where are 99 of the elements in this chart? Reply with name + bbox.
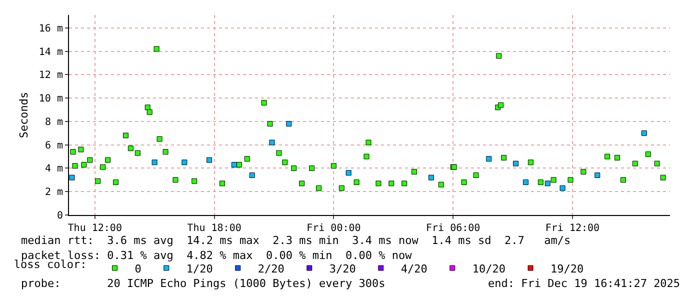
point xyxy=(105,157,111,163)
point xyxy=(538,180,544,185)
point xyxy=(309,165,315,171)
point xyxy=(412,168,418,174)
point xyxy=(316,185,322,191)
legend-label: 4/20 xyxy=(400,262,428,276)
y-tick-label: 4 m xyxy=(44,164,63,175)
point xyxy=(282,160,288,166)
point xyxy=(291,165,297,171)
point xyxy=(473,172,479,178)
x-tick-label: Thu 18:00 xyxy=(187,223,242,234)
point xyxy=(560,185,566,191)
point xyxy=(113,180,119,185)
point xyxy=(645,151,651,157)
point xyxy=(299,180,305,186)
point xyxy=(286,121,292,127)
point xyxy=(364,154,370,160)
point xyxy=(81,162,87,168)
point xyxy=(614,154,620,160)
point xyxy=(162,149,168,155)
x-tick-label: Fri 12:00 xyxy=(545,223,600,234)
point xyxy=(172,177,178,183)
x-tick-label: Fri 06:00 xyxy=(426,223,480,234)
point xyxy=(128,146,134,152)
point xyxy=(354,180,360,185)
y-tick-label: 14 m xyxy=(38,46,63,58)
point xyxy=(154,46,160,52)
point xyxy=(269,140,275,146)
legend-label: 2/20 xyxy=(258,262,284,276)
point xyxy=(182,160,188,166)
y-tick-label: 6 m xyxy=(44,140,63,152)
x-tick-label: Thu 12:00 xyxy=(68,223,122,234)
point xyxy=(156,136,162,142)
y-tick-label: 0 xyxy=(56,210,63,222)
point xyxy=(249,172,255,178)
point xyxy=(654,160,660,166)
legend-label: 19/20 xyxy=(550,262,584,276)
text: probe: 20 ICMP Echo Pings (1000 Bytes) every 300s xyxy=(21,277,386,290)
point xyxy=(522,180,528,185)
legend-label: 3/20 xyxy=(329,262,356,276)
text: median rtt: 3.6 ms avg 14.2 ms max 2.3 ms min 3.4 ms now 1.4 ms sd 2.7 am/s xyxy=(21,234,571,247)
point xyxy=(95,178,101,184)
point xyxy=(231,162,237,168)
point xyxy=(366,140,372,146)
point xyxy=(496,53,502,59)
point xyxy=(236,162,242,168)
point xyxy=(244,156,250,162)
point xyxy=(146,109,152,115)
point xyxy=(261,100,267,106)
point xyxy=(152,160,158,166)
legend-label: 1/20 xyxy=(186,262,213,276)
point xyxy=(134,150,140,156)
point xyxy=(388,180,394,186)
text: end: Fri Dec 19 16:41:27 2025 xyxy=(488,277,680,290)
point xyxy=(641,130,647,136)
y-tick-label: 2 m xyxy=(44,187,63,198)
point xyxy=(544,180,550,186)
point xyxy=(604,154,610,160)
point xyxy=(87,157,93,163)
point xyxy=(122,132,128,138)
point xyxy=(498,102,504,108)
y-tick-label: 8 m xyxy=(44,116,63,128)
point xyxy=(276,150,282,156)
point xyxy=(513,160,519,166)
y-tick-label: 16 m xyxy=(38,23,63,34)
point xyxy=(632,160,638,166)
point xyxy=(192,178,198,184)
point xyxy=(580,168,586,174)
point xyxy=(144,104,150,110)
point xyxy=(376,180,382,186)
legend-label: 10/20 xyxy=(472,262,506,276)
point xyxy=(70,149,76,155)
point xyxy=(206,157,212,163)
x-tick-label: Fri 00:00 xyxy=(306,223,361,234)
point xyxy=(219,180,225,186)
point xyxy=(338,185,344,191)
y-tick-label: 10 m xyxy=(38,94,63,105)
point xyxy=(346,170,352,176)
point xyxy=(267,121,273,127)
point xyxy=(402,180,408,186)
point xyxy=(72,163,78,169)
point xyxy=(78,146,84,152)
legend-label: 0 xyxy=(134,262,142,276)
y-tick-label: 12 m xyxy=(38,70,63,82)
point xyxy=(501,154,507,160)
point xyxy=(568,177,574,183)
y-axis-title: Seconds xyxy=(18,92,31,138)
point xyxy=(620,177,626,183)
point xyxy=(594,172,600,178)
point xyxy=(428,174,434,180)
point xyxy=(461,180,467,185)
point xyxy=(438,182,444,188)
point xyxy=(69,174,75,180)
point xyxy=(528,160,534,166)
point xyxy=(550,177,556,183)
point xyxy=(330,163,336,169)
point xyxy=(100,164,106,170)
point xyxy=(660,174,666,180)
point xyxy=(486,156,492,162)
